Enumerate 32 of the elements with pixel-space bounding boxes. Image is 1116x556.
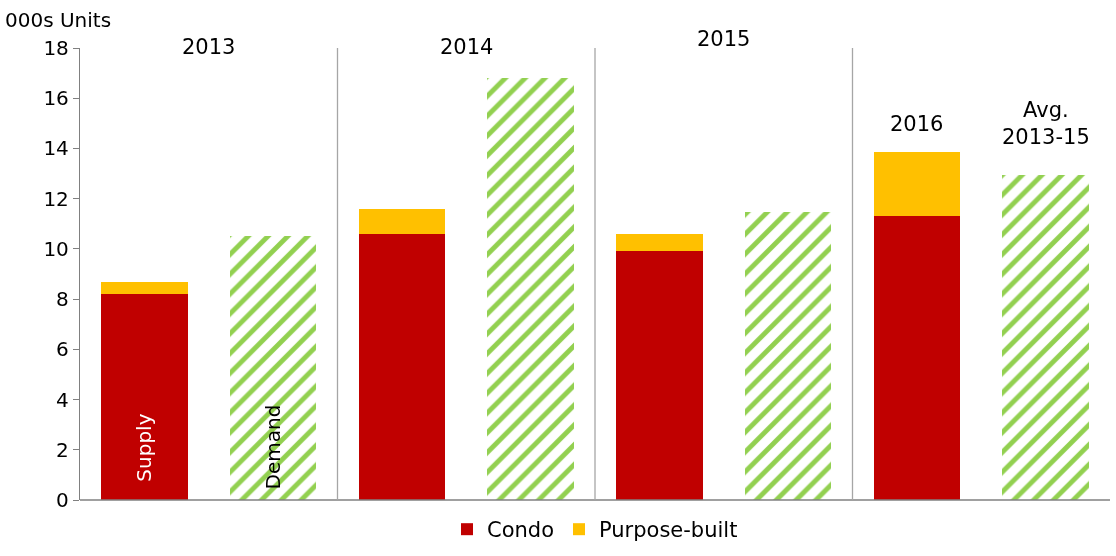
annotation: 2013 (182, 35, 236, 59)
legend-label: Condo (487, 518, 554, 543)
y-tick-label: 14 (43, 136, 69, 161)
y-tick-label: 2 (56, 437, 69, 462)
y-tick-label: 18 (43, 36, 69, 60)
annotation: Avg. 2013-15 (1002, 98, 1090, 150)
y-tick-label: 8 (56, 287, 69, 312)
bar (744, 212, 832, 500)
y-tick-label: 10 (43, 236, 69, 261)
bar (358, 233, 446, 500)
bar (873, 152, 961, 217)
annotation: 2014 (440, 35, 494, 59)
annotation: Supply (132, 413, 157, 482)
y-tick-label: 16 (43, 86, 69, 111)
bar (873, 216, 961, 500)
y-tick-label: 0 (56, 488, 69, 512)
bar (101, 294, 188, 500)
y-tick-label: 6 (56, 337, 69, 362)
bar (1002, 174, 1089, 500)
annotation: 2015 (697, 27, 751, 51)
bar (101, 281, 188, 295)
bar (358, 208, 446, 234)
bar (616, 233, 703, 252)
legend-label: Purpose-built (599, 518, 738, 543)
y-axis-title: 000s Units (5, 8, 112, 32)
bar (229, 236, 317, 500)
annotation: 2016 (890, 112, 944, 136)
bar (487, 78, 574, 500)
y-tick-label: 4 (56, 387, 69, 412)
y-tick-label: 12 (43, 186, 69, 211)
annotation: Demand (260, 404, 285, 490)
bar (616, 251, 703, 500)
